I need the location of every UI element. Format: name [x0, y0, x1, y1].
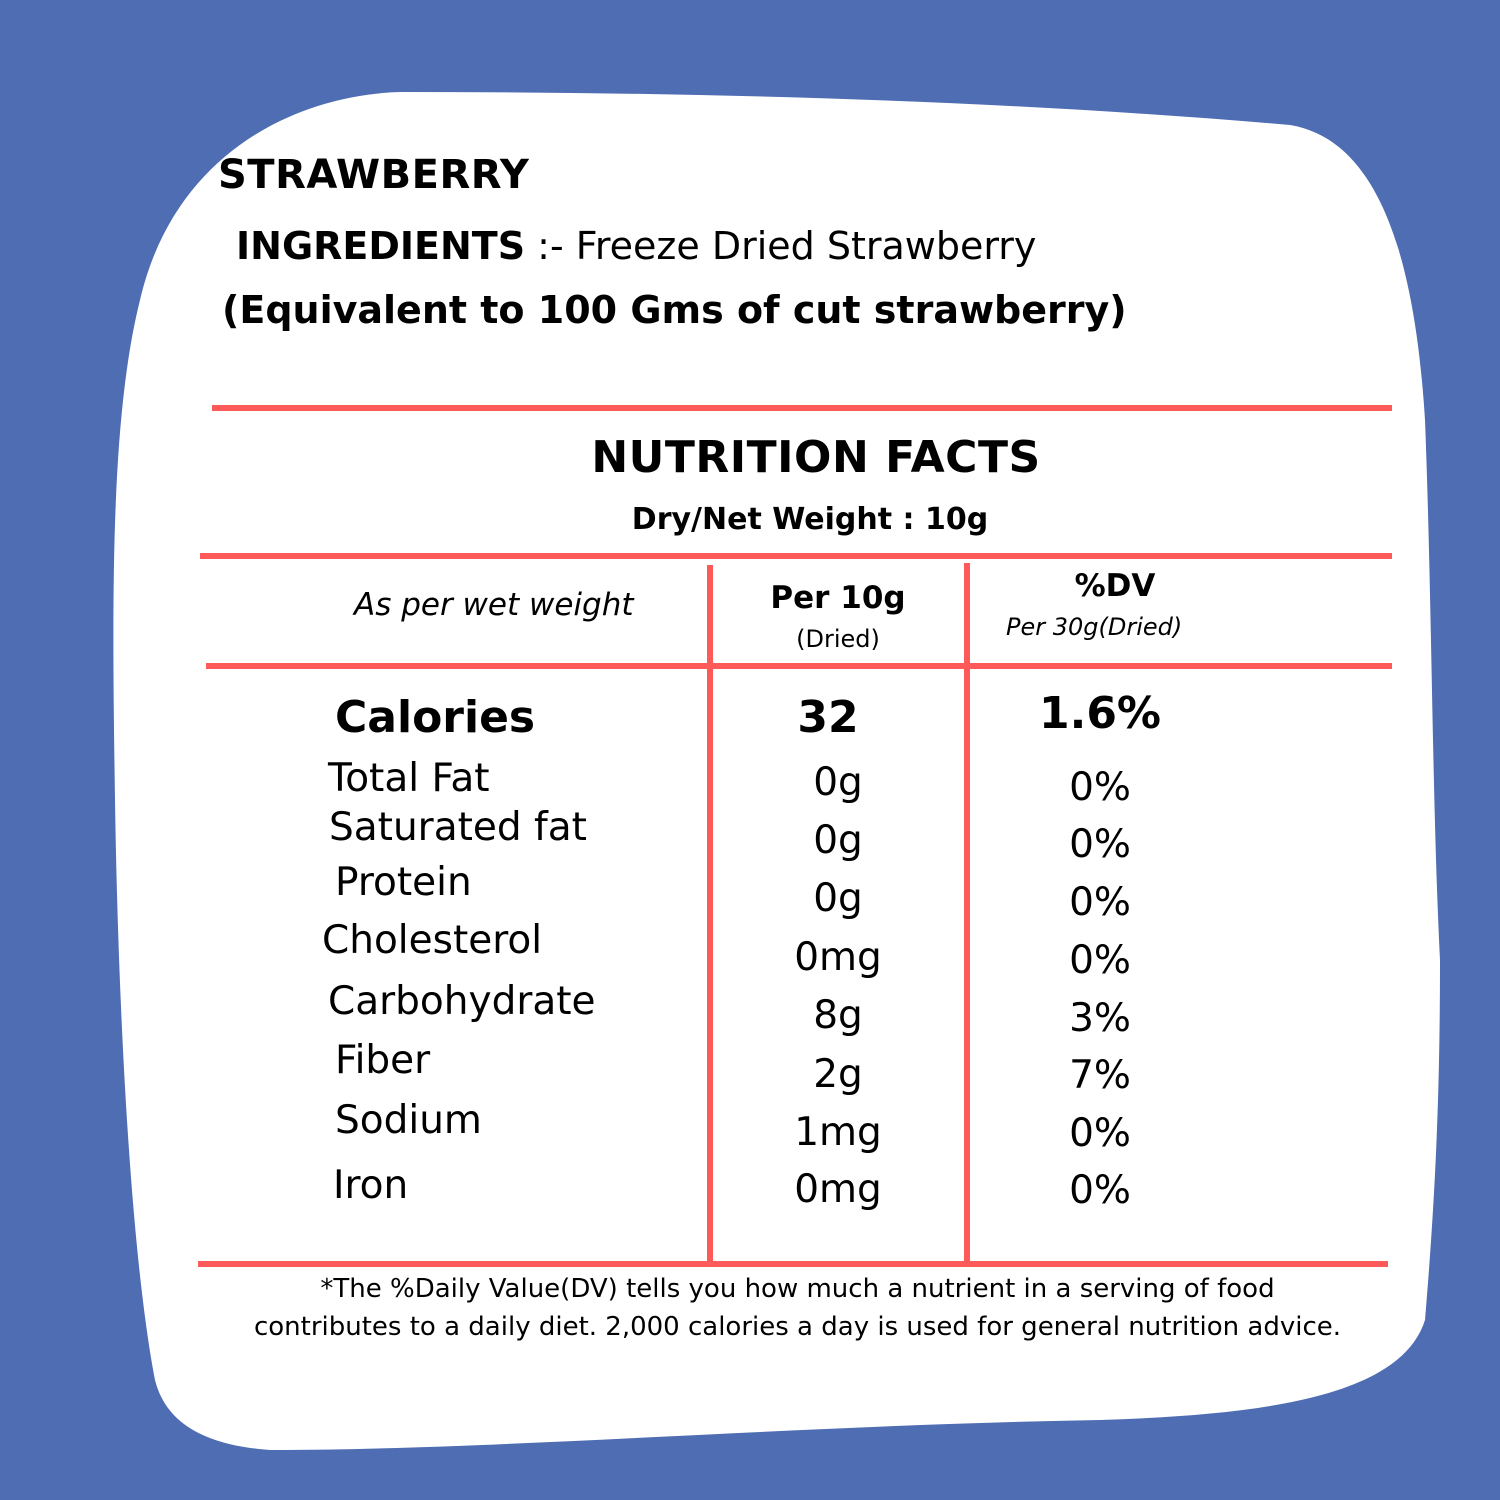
nutrient-label: Calories: [335, 692, 536, 743]
nutrient-dv: 7%: [1069, 1053, 1131, 1098]
nutrient-label: Sodium: [335, 1098, 482, 1143]
column-header-per-serving: Per 10g: [770, 580, 906, 616]
net-weight: Dry/Net Weight : 10g: [631, 502, 989, 537]
column-divider-2: [964, 563, 970, 1265]
ingredients-value: Freeze Dried Strawberry: [575, 224, 1037, 268]
nutrient-amount: 8g: [813, 993, 863, 1038]
rule-under-headers: [206, 663, 1392, 669]
product-name: STRAWBERRY: [218, 152, 530, 198]
nutrient-dv: 3%: [1069, 996, 1131, 1041]
nutrient-amount: 2g: [813, 1052, 863, 1097]
rule-bottom: [198, 1261, 1388, 1267]
nutrient-label: Carbohydrate: [328, 979, 596, 1024]
nutrient-amount: 0g: [813, 760, 863, 805]
rule-under-title: [200, 553, 1392, 559]
ingredients-separator: :-: [525, 224, 576, 268]
nutrient-label: Protein: [335, 860, 472, 905]
ingredients-line: INGREDIENTS :- Freeze Dried Strawberry: [236, 224, 1036, 268]
label-card-shape: [113, 92, 1440, 1450]
nutrient-dv: 0%: [1069, 880, 1131, 925]
nutrient-dv: 0%: [1069, 765, 1131, 810]
column-divider-1: [707, 565, 713, 1265]
nutrient-dv: 0%: [1069, 822, 1131, 867]
nutrient-amount: 32: [797, 692, 859, 743]
nutrient-dv: 0%: [1069, 938, 1131, 983]
nutrient-label: Total Fat: [328, 756, 490, 801]
column-subheader-dv: Per 30g(Dried): [1006, 613, 1183, 641]
rule-top: [212, 405, 1392, 411]
nutrient-label: Cholesterol: [322, 918, 543, 963]
nutrient-dv: 0%: [1069, 1168, 1131, 1213]
nutrition-title: NUTRITION FACTS: [591, 432, 1041, 483]
ingredients-label: INGREDIENTS: [236, 224, 526, 268]
column-header-basis: As per wet weight: [354, 587, 634, 623]
nutrient-dv: 0%: [1069, 1111, 1131, 1156]
column-subheader-per-serving: (Dried): [796, 625, 880, 653]
equivalent-note: (Equivalent to 100 Gms of cut strawberry…: [222, 288, 1127, 332]
nutrient-amount: 1mg: [794, 1110, 882, 1155]
nutrient-dv: 1.6%: [1038, 688, 1162, 739]
nutrient-amount: 0g: [813, 818, 863, 863]
nutrient-amount: 0g: [813, 876, 863, 921]
nutrient-label: Saturated fat: [329, 805, 587, 850]
nutrient-amount: 0mg: [794, 1167, 882, 1212]
nutrient-label: Fiber: [335, 1038, 431, 1083]
footnote: *The %Daily Value(DV) tells you how much…: [253, 1274, 1342, 1342]
column-header-dv: %DV: [1074, 568, 1156, 604]
nutrient-label: Iron: [333, 1163, 409, 1208]
nutrient-amount: 0mg: [794, 935, 882, 980]
